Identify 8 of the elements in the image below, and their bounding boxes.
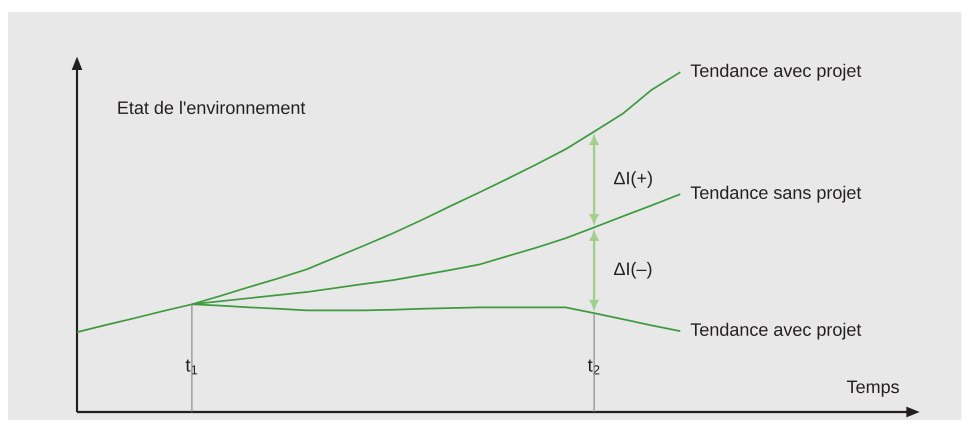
series-label: Tendance avec projet bbox=[690, 322, 862, 340]
y-axis-title: Etat de l'environnement bbox=[118, 100, 306, 114]
series-label: Tendance sans projet bbox=[690, 186, 862, 203]
series-label: Tendance avec projet bbox=[690, 64, 862, 81]
annotation: ΔI(+) bbox=[614, 171, 652, 188]
x-tick-label: t$_{1}$ bbox=[186, 359, 198, 374]
annotation: ΔI(–) bbox=[614, 262, 652, 279]
text: Temps bbox=[846, 380, 899, 397]
